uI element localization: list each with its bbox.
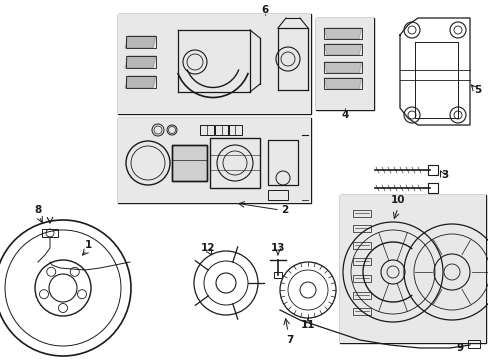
Bar <box>352 292 370 299</box>
Polygon shape <box>324 44 361 55</box>
Text: 9: 9 <box>455 343 463 353</box>
Text: 4: 4 <box>341 110 348 120</box>
Text: 1: 1 <box>84 240 91 250</box>
Bar <box>215 125 228 135</box>
Text: 8: 8 <box>34 205 41 215</box>
Polygon shape <box>125 76 156 88</box>
Bar <box>427 183 437 193</box>
Bar <box>352 258 370 265</box>
Bar <box>324 78 361 89</box>
Text: 13: 13 <box>270 243 285 253</box>
Polygon shape <box>324 78 361 89</box>
Bar <box>339 195 485 343</box>
Bar <box>42 229 58 237</box>
Bar <box>352 308 370 315</box>
Bar <box>118 118 310 203</box>
Bar <box>209 138 260 188</box>
Bar <box>352 275 370 282</box>
Bar <box>118 14 310 114</box>
Bar <box>324 28 361 39</box>
Polygon shape <box>324 62 361 73</box>
Bar <box>352 242 370 249</box>
Bar <box>267 190 287 200</box>
Text: 3: 3 <box>441 170 447 180</box>
Bar <box>273 272 282 278</box>
Bar <box>339 195 485 343</box>
Bar <box>172 145 206 181</box>
Bar <box>126 56 156 68</box>
Bar <box>352 225 370 232</box>
Text: 5: 5 <box>473 85 481 95</box>
Bar <box>118 14 310 114</box>
Bar <box>172 145 206 181</box>
Bar <box>118 118 310 203</box>
Bar <box>126 36 156 48</box>
Polygon shape <box>125 56 156 68</box>
Text: 6: 6 <box>261 5 268 15</box>
Text: 7: 7 <box>286 335 293 345</box>
Bar <box>427 165 437 175</box>
Bar <box>200 125 214 135</box>
Text: 11: 11 <box>300 320 315 330</box>
Text: 12: 12 <box>201 243 215 253</box>
Bar <box>324 62 361 73</box>
Bar <box>126 76 156 88</box>
Bar <box>324 44 361 55</box>
Polygon shape <box>125 36 156 48</box>
Bar <box>315 18 373 110</box>
Bar <box>315 18 373 110</box>
Bar <box>267 140 297 185</box>
Text: 2: 2 <box>281 205 288 215</box>
Bar <box>467 340 479 348</box>
Polygon shape <box>324 28 361 39</box>
Bar <box>227 125 242 135</box>
Bar <box>352 210 370 217</box>
Text: 10: 10 <box>390 195 405 205</box>
